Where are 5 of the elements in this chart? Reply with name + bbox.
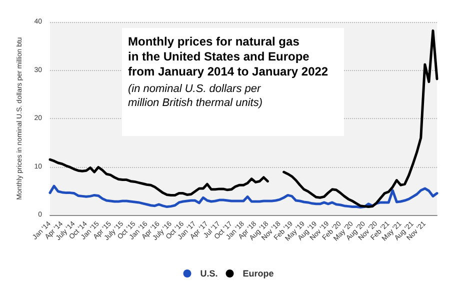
text: Monthly prices for natural gas in the United States and Europe from January 2014 to January 2022: [128, 34, 328, 78]
line-series: [48, 184, 438, 209]
legend-label: Europe: [242, 268, 274, 278]
legend-label: U.S.: [200, 268, 218, 278]
text: (in nominal U.S. dollars per million British thermal units): [128, 83, 263, 109]
